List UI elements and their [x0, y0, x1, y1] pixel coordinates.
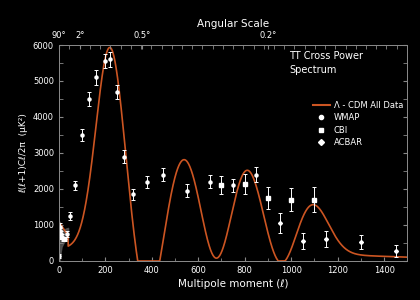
Text: TT Cross Power
Spectrum: TT Cross Power Spectrum	[289, 52, 363, 75]
X-axis label: Multipole moment (ℓ): Multipole moment (ℓ)	[178, 279, 289, 289]
X-axis label: Angular Scale: Angular Scale	[197, 19, 269, 29]
Legend: Λ - CDM All Data, WMAP, CBI, ACBAR: Λ - CDM All Data, WMAP, CBI, ACBAR	[313, 101, 403, 147]
Y-axis label: ℓ(ℓ+1)Cℓ/2π  (μK²): ℓ(ℓ+1)Cℓ/2π (μK²)	[20, 113, 29, 193]
